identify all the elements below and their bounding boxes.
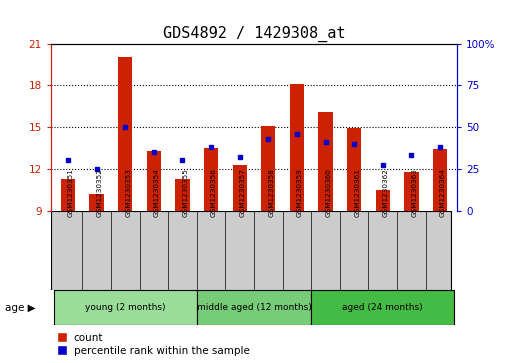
- Bar: [347, 129, 361, 211]
- Text: GSM1230361: GSM1230361: [354, 168, 360, 217]
- Text: GSM1230363: GSM1230363: [411, 168, 418, 217]
- Bar: [89, 194, 104, 211]
- Text: GSM1230356: GSM1230356: [211, 168, 217, 217]
- Text: GSM1230351: GSM1230351: [68, 168, 74, 217]
- Text: GSM1230362: GSM1230362: [383, 168, 389, 217]
- Text: GSM1230359: GSM1230359: [297, 168, 303, 217]
- Text: GSM1230355: GSM1230355: [182, 168, 188, 217]
- Text: GSM1230364: GSM1230364: [440, 168, 446, 217]
- Text: aged (24 months): aged (24 months): [342, 303, 423, 312]
- FancyBboxPatch shape: [197, 290, 311, 325]
- Bar: [261, 126, 275, 211]
- Text: GSM1230354: GSM1230354: [154, 168, 160, 217]
- Text: GSM1230358: GSM1230358: [268, 168, 274, 217]
- Bar: [147, 151, 161, 211]
- FancyBboxPatch shape: [51, 211, 452, 290]
- Bar: [175, 179, 189, 211]
- Text: GSM1230360: GSM1230360: [326, 168, 332, 217]
- Legend: count, percentile rank within the sample: count, percentile rank within the sample: [56, 331, 251, 358]
- Bar: [118, 57, 133, 211]
- Text: young (2 months): young (2 months): [85, 303, 166, 312]
- Text: GSM1230357: GSM1230357: [240, 168, 246, 217]
- Bar: [61, 179, 75, 211]
- Bar: [319, 112, 333, 211]
- Text: middle aged (12 months): middle aged (12 months): [197, 303, 311, 312]
- FancyBboxPatch shape: [54, 290, 197, 325]
- Text: GSM1230353: GSM1230353: [125, 168, 131, 217]
- Bar: [233, 165, 247, 211]
- Text: age ▶: age ▶: [5, 303, 36, 313]
- Bar: [375, 189, 390, 211]
- Text: GSM1230352: GSM1230352: [97, 168, 103, 217]
- Bar: [290, 84, 304, 211]
- Title: GDS4892 / 1429308_at: GDS4892 / 1429308_at: [163, 26, 345, 42]
- Bar: [404, 172, 419, 211]
- Bar: [204, 148, 218, 211]
- FancyBboxPatch shape: [311, 290, 454, 325]
- Bar: [433, 149, 447, 211]
